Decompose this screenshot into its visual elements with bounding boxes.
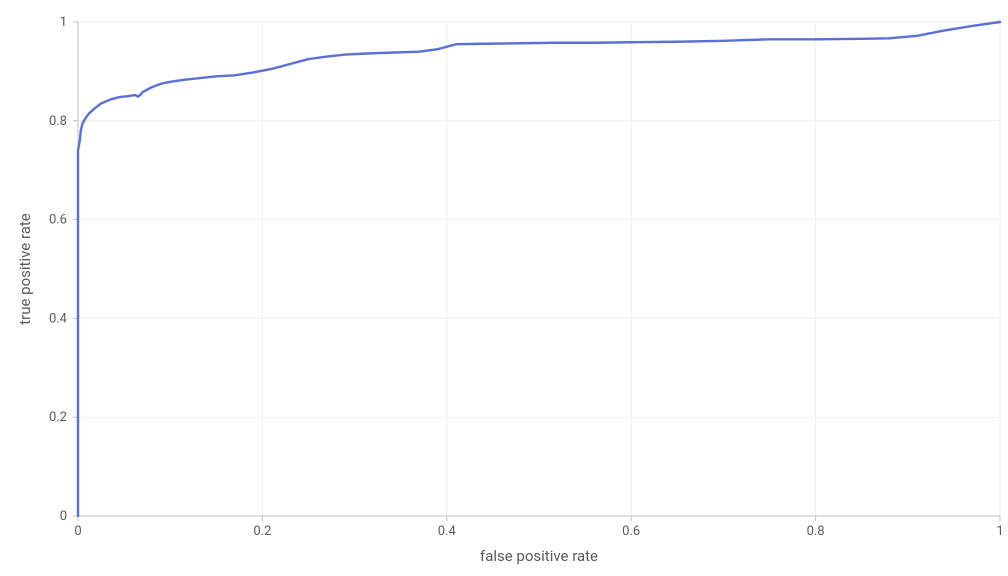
- x-axis-label: false positive rate: [480, 547, 598, 565]
- x-tick-label: 0.8: [807, 524, 825, 539]
- x-tick-label: 0.6: [622, 524, 640, 539]
- y-tick-label: 0.6: [49, 213, 67, 228]
- y-tick-label: 0.8: [49, 114, 67, 129]
- y-axis-label: true positive rate: [16, 213, 34, 325]
- y-tick-label: 0.2: [49, 410, 67, 425]
- roc-chart: 0 0.2 0.4 0.6 0.8 1 0 0.2 0.4 0.6 0.8 1 false positi…: [0, 0, 1008, 576]
- x-tick-label: 0.2: [253, 524, 271, 539]
- y-tick-label: 0: [60, 509, 67, 524]
- roc-chart-svg: 0 0.2 0.4 0.6 0.8 1 0 0.2 0.4 0.6 0.8 1 false positi…: [0, 0, 1008, 576]
- x-tick-label: 0: [74, 524, 81, 539]
- y-tick-label: 0.4: [49, 311, 68, 326]
- y-tick-label: 1: [60, 15, 67, 30]
- x-tick-label: 1: [996, 524, 1003, 539]
- x-tick-label: 0.4: [438, 524, 457, 539]
